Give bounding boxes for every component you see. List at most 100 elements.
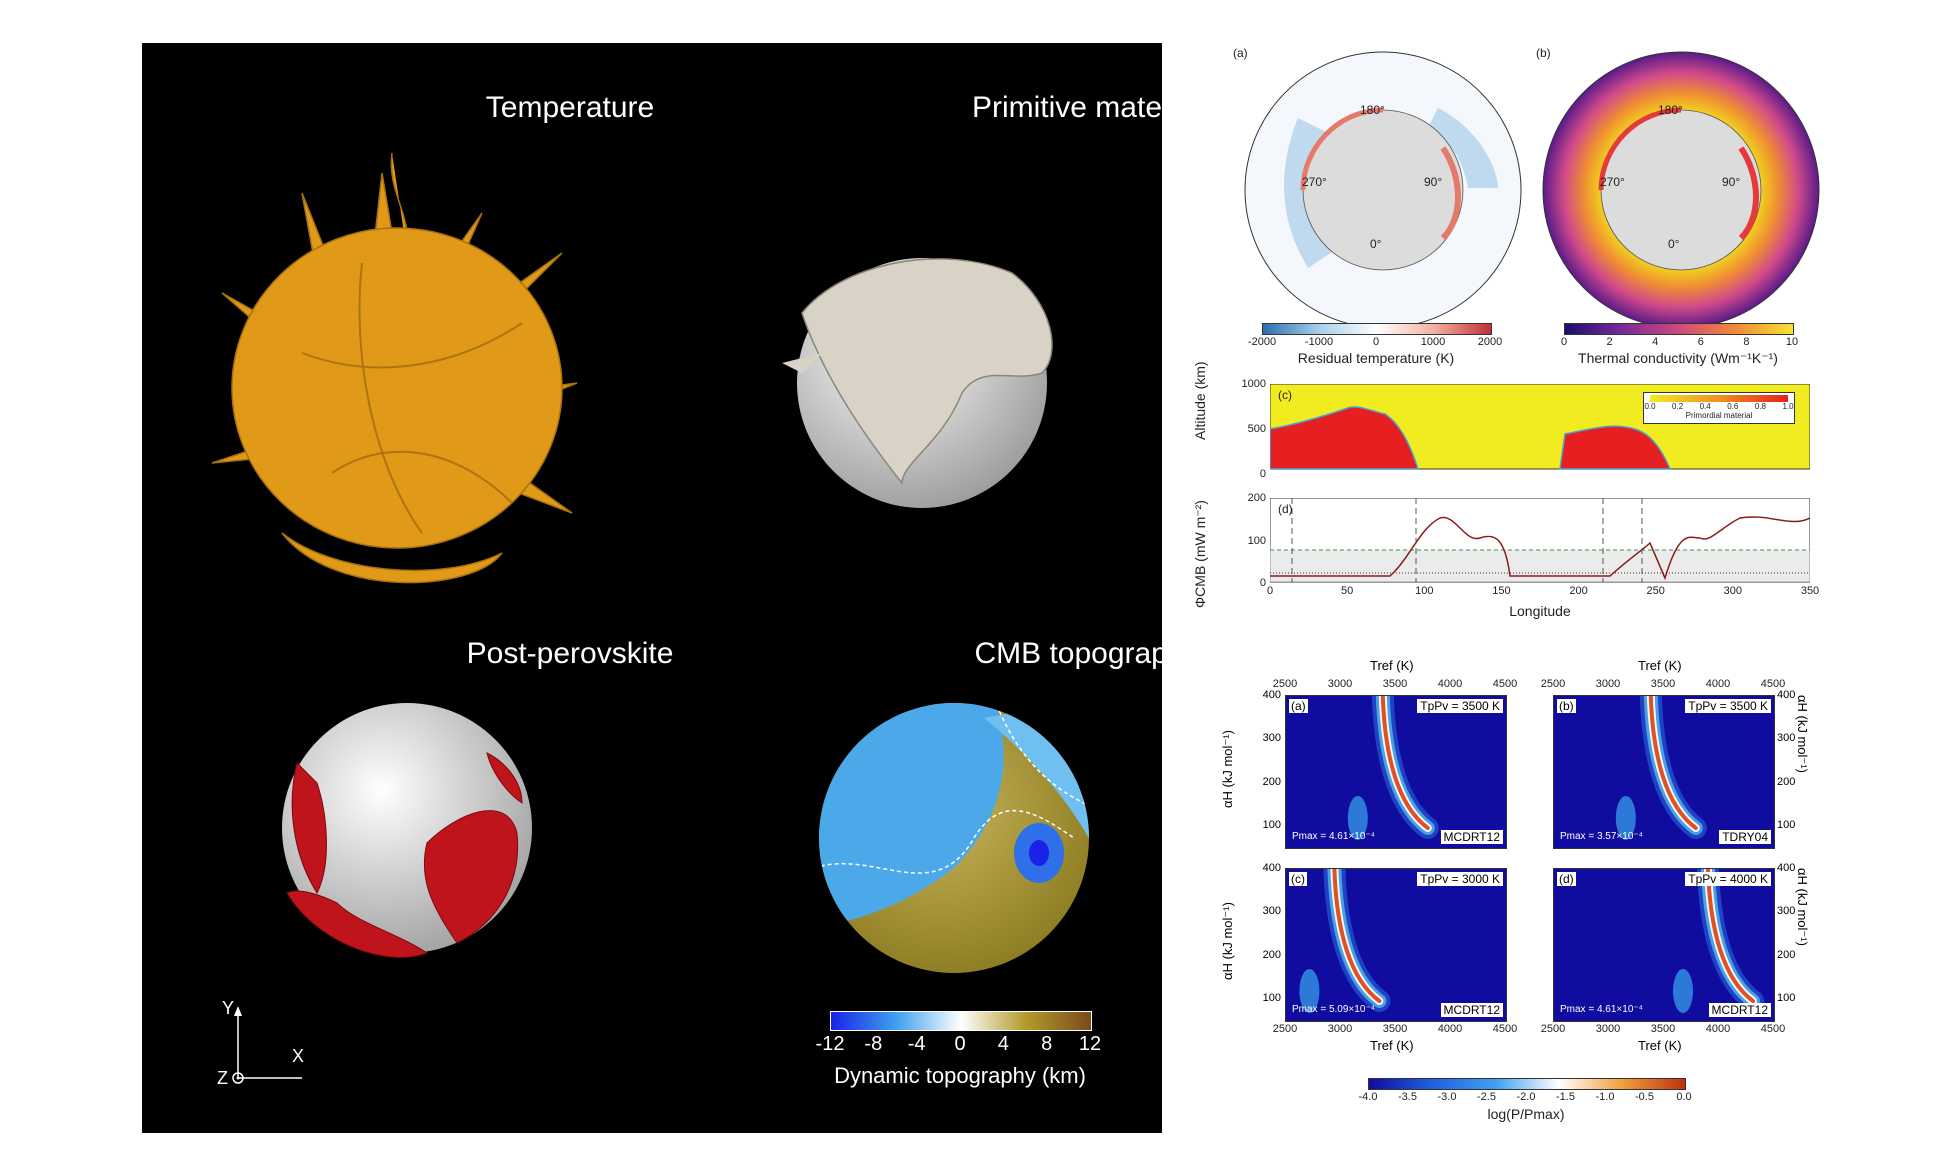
tick-label: 0.8 [1754,402,1766,411]
heatmap-tppv: TpPv = 3000 K [1417,872,1503,886]
heatmap-pmax: Pmax = 5.09×10⁻⁴ [1292,1004,1375,1015]
tick-label: 3000 [1327,678,1353,690]
tick-label: 4000 [1705,1023,1731,1035]
tref-top-label-right: Tref (K) [1638,658,1682,673]
heatmap-model: MCDRT12 [1708,1003,1771,1017]
tick-label: 0 [1266,585,1274,597]
ring-a-angle-top: 180° [1360,103,1385,117]
heatmap-yticks: 400 300 200 100 [1775,689,1807,847]
thermal-conductivity-label: Thermal conductivity (Wm⁻¹K⁻¹) [1578,350,1778,366]
tick-label: 250 [1646,585,1665,597]
longitude-label: Longitude [1509,603,1571,619]
tick-label: 300 [1777,905,1796,918]
likelihood-ridge [1347,696,1439,840]
axis-z-label: Z [217,1068,228,1088]
post-perovskite-sphere [282,703,532,958]
heatmap-model: TDRY04 [1719,830,1771,844]
temperature-isosurface [211,152,578,584]
probability-colorbar [1368,1078,1686,1090]
tick-label: 4000 [1437,1023,1463,1035]
tref-bottom-label-left: Tref (K) [1370,1038,1414,1053]
ring-b-letter: (b) [1536,46,1551,60]
likelihood-secondary-peak [1299,969,1320,1013]
tick-label: 1000 [1420,336,1446,348]
primitive-material-sphere [782,258,1053,508]
heatmap-top-xticks-right: 2500 3000 3500 4000 4500 [1541,678,1785,692]
probability-colorbar-ticks: -4.0 -3.5 -3.0 -2.5 -2.0 -1.5 -1.0 -0.5 0.0 [1359,1091,1692,1105]
primordial-legend: 0.0 0.2 0.4 0.6 0.8 1.0 Primordial material [1643,392,1795,424]
tick-label: 4 [997,1033,1009,1055]
title-primitive-material: Primitive material [971,91,1203,124]
tick-label: 100 [1777,819,1796,832]
tick-label: 100 [1262,819,1281,832]
tick-label: 3500 [1382,678,1408,690]
tick-label: 500 [1247,423,1266,435]
tick-label: -8 [864,1033,883,1055]
probability-colorbar-label: log(P/Pmax) [1487,1106,1565,1122]
tick-label: -3.5 [1398,1091,1417,1103]
heatmap-yticks: 400 300 200 100 [1775,862,1807,1020]
heatmap-model: MCDRT12 [1440,830,1503,844]
tick-label: 50 [1341,585,1354,597]
topography-colorbar-label: Dynamic topography (km) [834,1063,1086,1088]
tick-label: 0.6 [1727,402,1739,411]
tick-label: 100 [1415,585,1434,597]
tick-label: 0.0 [1676,1091,1692,1103]
heatmap-panel: (b) TpPv = 3500 K Pmax = 3.57×10⁻⁴ TDRY04 [1553,695,1775,849]
heatflux-axis-label: ΦCMB (mW m⁻²) [1192,500,1208,608]
axes-indicator [232,1006,302,1084]
tick-label: 8 [1041,1033,1053,1055]
residual-temperature-colorbar [1262,323,1492,335]
cmb-heatflux-plot [1270,498,1810,583]
likelihood-ridge-band [1332,869,1382,1003]
tick-label: 200 [1777,948,1796,961]
thermal-conductivity-ring [1542,51,1820,329]
title-post-perovskite: Post-perovskite [466,637,674,670]
tick-label: 8 [1743,336,1750,348]
heatmap-tppv: TpPv = 3500 K [1417,699,1503,713]
heatmap-tppv: TpPv = 4000 K [1685,872,1771,886]
tick-label: -3.0 [1437,1091,1457,1103]
tick-label: 2500 [1272,678,1298,690]
tick-label: 4500 [1760,1023,1786,1035]
heatmap-letter: (d) [1557,872,1576,886]
heatmap-pmax: Pmax = 3.57×10⁻⁴ [1560,831,1643,842]
heatmap-panel: (c) TpPv = 3000 K Pmax = 5.09×10⁻⁴ MCDRT12 [1285,868,1507,1022]
heatmap-yticks: 400 300 200 100 [1251,862,1283,1020]
thermal-conductivity-colorbar-ticks: 0 2 4 6 8 10 [1561,336,1798,350]
tick-label: 4000 [1437,678,1463,690]
tick-label: -2.5 [1477,1091,1496,1103]
tick-label: 0 [1259,468,1266,480]
topography-colorbar [830,1011,1092,1031]
residual-temperature-colorbar-ticks: -2000 -1000 0 1000 2000 [1248,336,1502,350]
altitude-ticks: 0 500 1000 [1238,378,1268,480]
tick-label: 200 [1569,585,1588,597]
tick-label: 2500 [1540,1023,1566,1035]
tick-label: -1000 [1304,336,1334,348]
tick-label: 0.0 [1644,402,1656,411]
tick-label: 100 [1262,992,1281,1005]
ring-a-letter: (a) [1233,46,1248,60]
ring-a-angle-right: 90° [1424,175,1443,189]
heatmap-model: MCDRT12 [1440,1003,1503,1017]
likelihood-secondary-peak [1673,969,1693,1013]
tick-label: -1.5 [1556,1091,1575,1103]
tick-label: -1.0 [1595,1091,1615,1103]
title-cmb-topography: CMB topography [974,637,1200,670]
tick-label: 1000 [1241,378,1266,390]
alphaH-label-left: αH (kJ mol⁻¹) [1220,902,1235,980]
tick-label: -0.5 [1635,1091,1654,1103]
title-temperature: Temperature [485,91,655,124]
tick-label: 3000 [1595,678,1621,690]
ring-a-angle-bottom: 0° [1370,237,1382,251]
likelihood-ridge [1615,696,1707,840]
likelihood-heatmaps: (a) TpPv = 3500 K Pmax = 4.61×10⁻⁴ MCDRT12 4… [1220,640,1820,1130]
tick-label: 2500 [1272,1023,1298,1035]
likelihood-ridge [1673,869,1764,1013]
visualization-panel: Temperature Primitive material Post-pero… [142,43,1202,1133]
tick-label: -12 [815,1033,845,1055]
tick-label: -4.0 [1358,1091,1378,1103]
tick-label: 200 [1777,775,1796,788]
likelihood-ridge-band [1648,696,1698,830]
tick-label: 300 [1723,585,1743,597]
